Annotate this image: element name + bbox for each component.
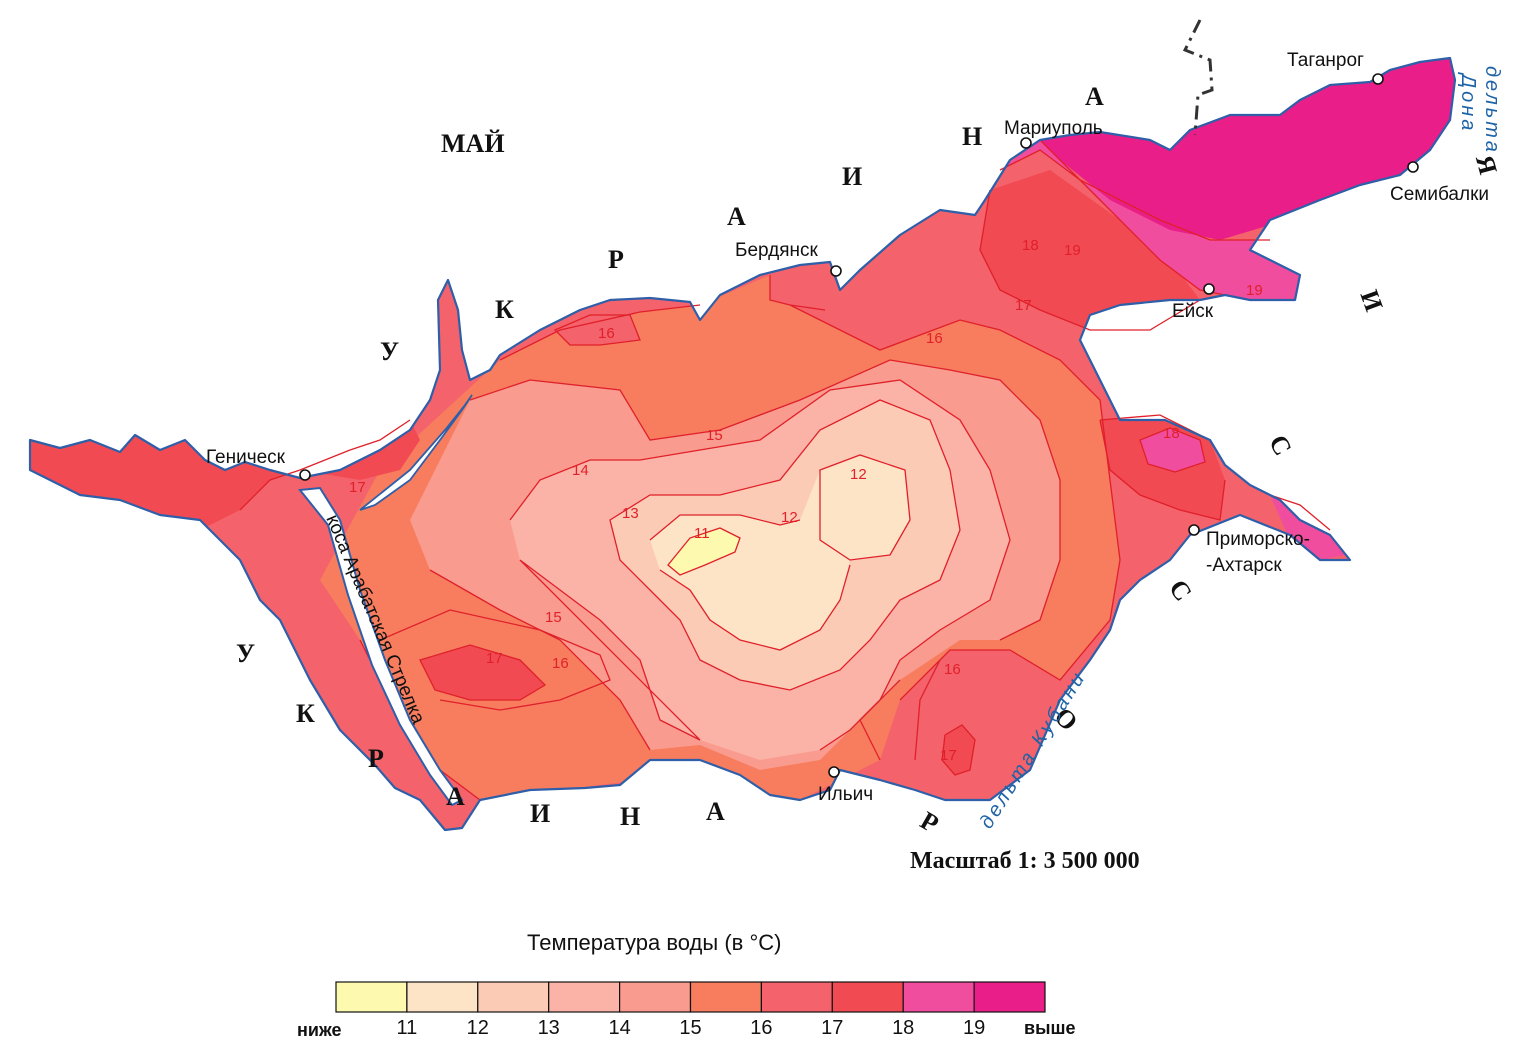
russia-letter: С (1163, 574, 1198, 606)
city-label-primorsko-1: Приморско- (1206, 529, 1310, 550)
russia-letter: Р (915, 806, 943, 839)
isotherm-label-16: 16 (926, 330, 943, 347)
isotherm-label-15: 15 (545, 609, 562, 626)
russia-letter: И (1355, 286, 1389, 315)
zone-17-18-north (980, 170, 1200, 330)
isotherm-label-19: 19 (1064, 242, 1081, 259)
isotherm-label-17: 17 (349, 479, 366, 496)
ukraine-top-letter: К (495, 295, 514, 324)
legend-swatches (335, 981, 1046, 1013)
isotherm-label-14: 14 (572, 462, 589, 479)
zone-16-17-north-small (555, 315, 640, 345)
city-label-primorsko-2: -Ахтарск (1206, 555, 1282, 576)
legend-tick-label: 16 (750, 1017, 772, 1039)
ukraine-top-letter: Н (962, 122, 982, 151)
city-marker-genichesk (299, 469, 311, 481)
legend-swatch (618, 981, 692, 1013)
zone-16-17-berdyansk (770, 268, 830, 310)
isotherm-label-12: 12 (850, 466, 867, 483)
ukraine-top-letter: Р (608, 245, 624, 274)
zone-17-18-se (942, 725, 975, 775)
city-label-berdyansk: Бердянск (735, 240, 819, 261)
legend-low-label: ниже (297, 1020, 341, 1040)
molochny-lagoon-spit (359, 394, 473, 511)
isotherm-label-18: 18 (1022, 237, 1039, 254)
isotherm-label-16: 16 (598, 325, 615, 342)
isotherm-label-17: 17 (1015, 297, 1032, 314)
ukraine-bottom-letter: У (236, 639, 255, 668)
isotherm-label-11: 11 (694, 525, 710, 542)
isotherm-label-17: 17 (486, 650, 503, 667)
legend-tick-label: 19 (963, 1017, 985, 1039)
isotherm-label-12: 12 (781, 509, 798, 526)
city-label-yeisk: Ейск (1172, 301, 1214, 322)
legend-swatch (689, 981, 763, 1013)
zone-18-19-tip (1270, 495, 1345, 560)
isotherm-label-16: 16 (944, 661, 961, 678)
city-label-taganrog: Таганрог (1287, 50, 1364, 71)
legend-swatch (973, 981, 1046, 1013)
legend-swatch (406, 981, 479, 1013)
legend-swatch (760, 981, 833, 1013)
city-label-mariupol: Мариуполь (1004, 118, 1103, 139)
legend-tick-label: 17 (821, 1017, 843, 1039)
legend-swatch (477, 981, 550, 1013)
city-marker-ilyich (828, 766, 840, 778)
ukraine-top-letter: И (842, 162, 862, 191)
delta-don-label-2: Дона (1457, 72, 1479, 133)
legend-swatch (902, 981, 975, 1013)
zone-below-11 (668, 528, 740, 575)
city-label-semibalki: Семибалки (1390, 184, 1489, 205)
isotherm-label-15: 15 (706, 427, 723, 444)
zone-11-12 (650, 455, 910, 650)
russia-letter: Я (1470, 152, 1503, 178)
isotherm-label-16: 16 (552, 655, 569, 672)
map-scale: Масштаб 1: 3 500 000 (910, 848, 1140, 874)
legend-tick-label: 13 (538, 1017, 560, 1039)
isotherm-label-18: 18 (1163, 425, 1180, 442)
city-marker-berdyansk (830, 265, 842, 277)
ukraine-bottom-letter: Н (620, 802, 640, 831)
city-marker-semibalki (1407, 161, 1419, 173)
maj-label: МАЙ (441, 129, 505, 158)
ukraine-bottom-letter: А (446, 782, 465, 811)
isotherm-label-13: 13 (622, 505, 639, 522)
legend-tick-label: 11 (397, 1017, 418, 1039)
ukraine-top-letter: А (1085, 82, 1104, 111)
ukraine-bottom-letter: К (296, 699, 315, 728)
legend-swatch (548, 981, 621, 1013)
legend-tick-label: 18 (892, 1017, 914, 1039)
ukraine-top-letter: А (727, 202, 746, 231)
legend-swatch (831, 981, 904, 1013)
cities: Таганрог Мариуполь Семибалки Бердянск Ей… (206, 50, 1489, 805)
border-line (1182, 19, 1214, 136)
city-marker-yeisk (1203, 283, 1215, 295)
zone-18-19-east (1140, 428, 1205, 472)
city-marker-taganrog (1372, 73, 1384, 85)
city-marker-primorsko-akhtarsk (1188, 524, 1200, 536)
delta-don-label-1: дельта (1481, 66, 1503, 155)
legend-high-label: выше (1024, 1018, 1075, 1038)
ukraine-bottom-letter: И (530, 799, 550, 828)
legend: Температура воды (в °C) ниже выше 11 12 13… (297, 930, 1075, 1040)
russia-letter: С (1263, 430, 1297, 460)
legend-tick-label: 12 (467, 1017, 489, 1039)
ukraine-top-letter: У (380, 337, 399, 366)
legend-tick-label: 15 (679, 1017, 701, 1039)
isotherm-label-17: 17 (940, 747, 957, 764)
city-label-ilyich: Ильич (818, 784, 873, 805)
city-label-genichesk: Геническ (206, 447, 286, 468)
isotherm-label-19: 19 (1246, 282, 1263, 299)
legend-ticks: 11 12 13 14 15 16 17 18 19 (397, 1017, 986, 1039)
legend-tick-label: 14 (608, 1017, 630, 1039)
legend-title: Температура воды (в °C) (527, 930, 781, 955)
legend-swatch (335, 981, 408, 1013)
ukraine-bottom-letter: Р (368, 744, 384, 773)
ukraine-bottom-letter: А (706, 797, 725, 826)
arabat-spit (298, 486, 464, 807)
isotherm-labels: 11 12 12 13 14 15 15 16 16 16 16 17 17 1… (349, 237, 1263, 764)
city-marker-mariupol (1020, 137, 1032, 149)
